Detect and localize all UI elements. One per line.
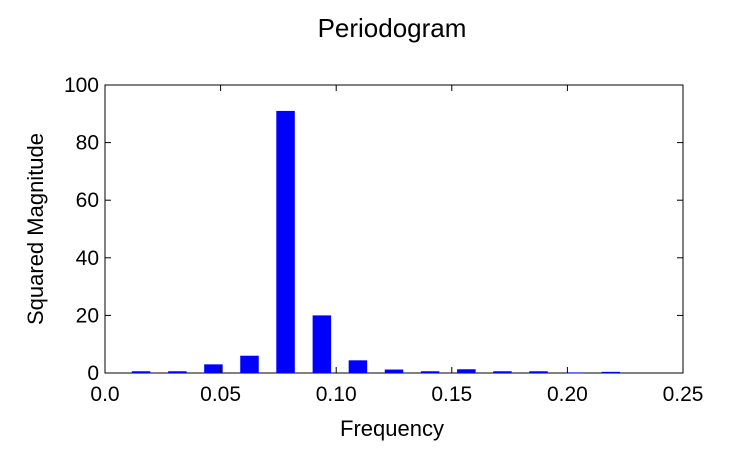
bar: [168, 371, 187, 373]
bar: [601, 371, 621, 373]
x-tick-label: 0.05: [200, 383, 241, 406]
y-tick-label: 60: [76, 189, 99, 212]
bar: [240, 355, 259, 373]
y-tick-label: 100: [64, 74, 99, 97]
chart-title: Periodogram: [318, 13, 467, 43]
y-axis-label: Squared Magnitude: [23, 133, 48, 325]
bars-group: [131, 110, 621, 374]
x-tick-label: 0.0: [90, 383, 119, 406]
bar: [348, 360, 368, 373]
bar: [131, 371, 151, 373]
bar: [565, 372, 584, 374]
y-tick-label: 20: [76, 304, 99, 327]
bar: [204, 364, 223, 373]
x-tick-label: 0.15: [431, 383, 472, 406]
x-tick-label: 0.20: [547, 383, 588, 406]
plot-frame: [104, 84, 684, 374]
bar: [312, 315, 332, 373]
x-axis-label: Frequency: [340, 416, 444, 441]
x-tick-labels: 0.0 0.05 0.10 0.15 0.20 0.25: [90, 383, 703, 406]
bar: [529, 371, 548, 373]
x-tick-label: 0.25: [663, 383, 704, 406]
bar: [384, 369, 404, 373]
bar: [493, 371, 512, 373]
y-tick-label: 40: [76, 247, 99, 270]
x-tick-label: 0.10: [316, 383, 357, 406]
y-tick-label: 80: [76, 132, 99, 155]
bar: [276, 110, 295, 374]
y-tick-labels: 0 20 40 60 80 100: [64, 74, 99, 385]
y-tick-label: 0: [87, 362, 99, 385]
bar: [457, 369, 476, 373]
bar: [420, 371, 440, 373]
ticks-group: [104, 84, 684, 374]
